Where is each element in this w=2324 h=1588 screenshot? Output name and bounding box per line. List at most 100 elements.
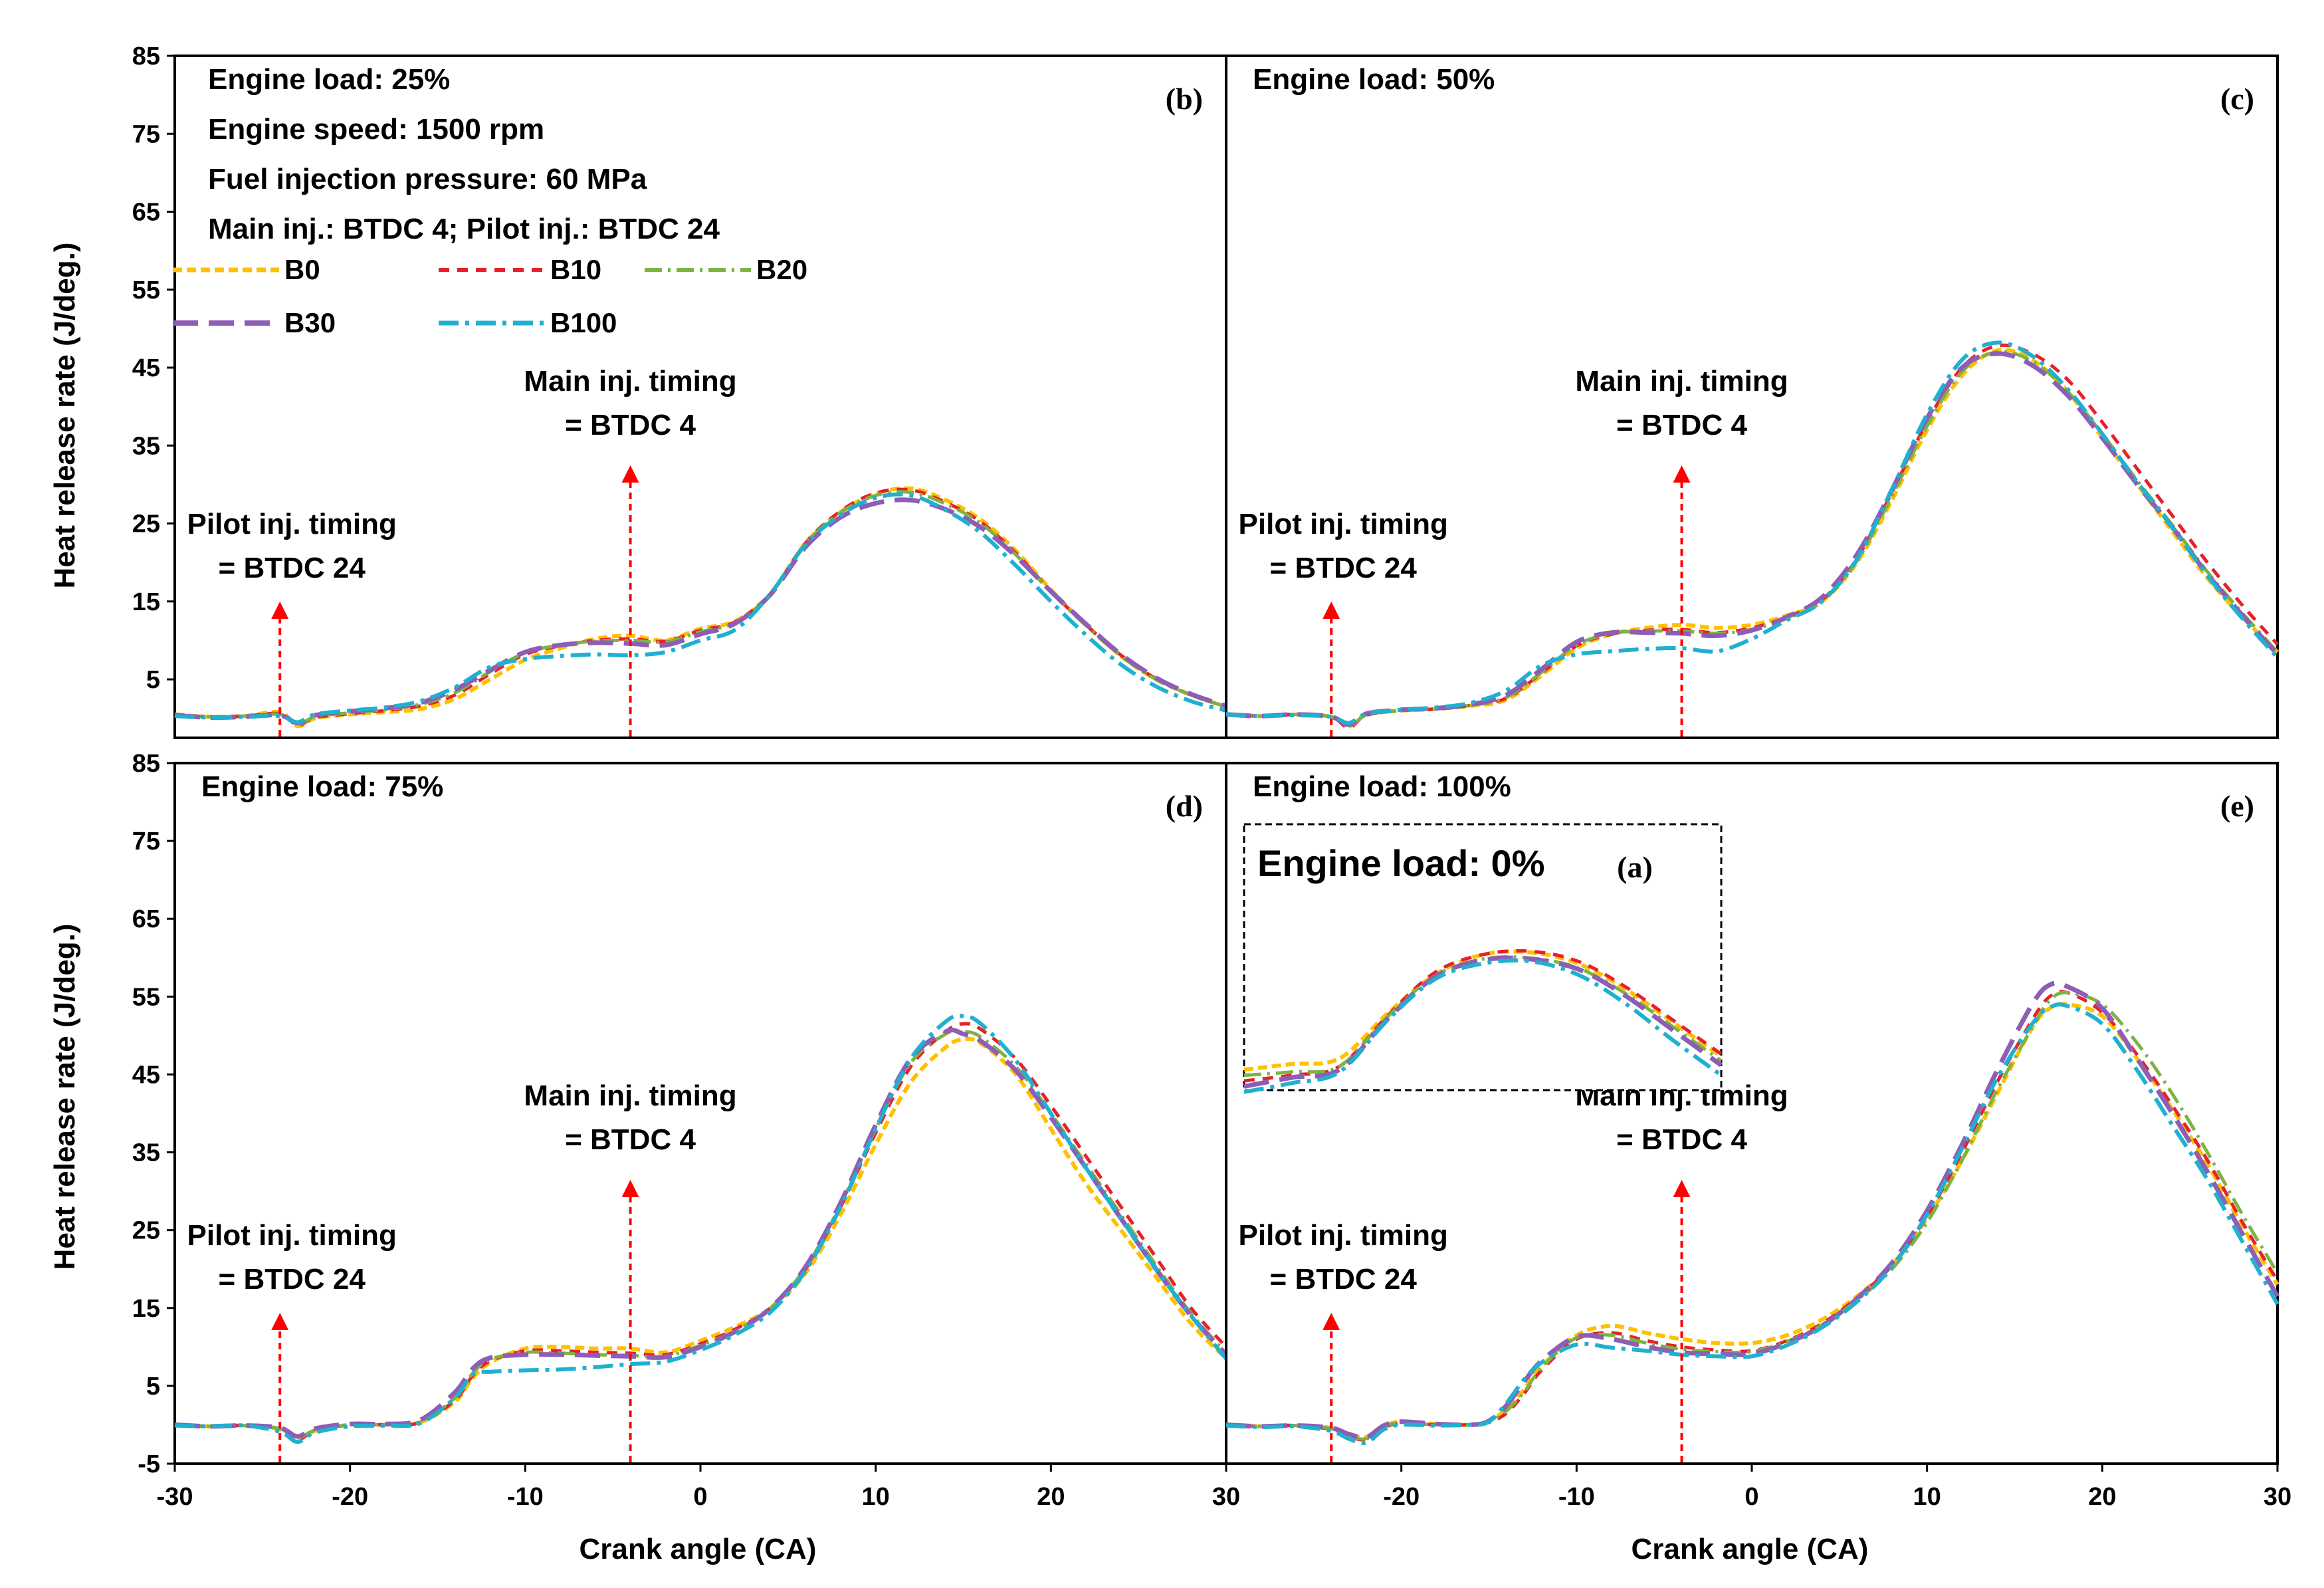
x-tick-label: -10	[1558, 1483, 1595, 1511]
y-tick-label: 85	[132, 750, 160, 778]
x-tick-label: -30	[157, 1483, 193, 1511]
panel-c: Pilot inj. timing = BTDC 24 Main inj. timi…	[1225, 55, 2279, 739]
y-tick-label: 5	[146, 1373, 160, 1401]
main-label-line1: Main inj. timing	[1575, 365, 1788, 397]
plot-frame	[1225, 55, 2279, 739]
info-line: Fuel injection pressure: 60 MPa	[208, 163, 647, 195]
y-tick-label: 5	[146, 666, 160, 694]
y-tick-label: -5	[138, 1450, 160, 1478]
info-line: Engine load: 50%	[1253, 63, 1495, 96]
series-line-b30	[1225, 980, 2280, 1440]
panel-tag: (d)	[1166, 789, 1203, 823]
pilot-arrow-head	[271, 1313, 289, 1330]
y-tick-label: 55	[132, 277, 160, 304]
legend-label-b30: B30	[284, 307, 336, 338]
pilot-label-line1: Pilot inj. timing	[1239, 508, 1448, 540]
x-tick-label: 0	[693, 1483, 707, 1511]
inset-tag: (a)	[1617, 850, 1653, 884]
y-tick-label: 45	[132, 1061, 160, 1089]
panel-tag: (c)	[2220, 82, 2254, 116]
main-label-line2: = BTDC 4	[1616, 1123, 1747, 1156]
y-tick-label: 85	[132, 43, 160, 70]
x-tick-label: -20	[1383, 1483, 1420, 1511]
pilot-label-line2: = BTDC 24	[1270, 552, 1418, 584]
y-tick-label: 25	[132, 1217, 160, 1245]
series-line-b100	[174, 1014, 1228, 1444]
y-tick-label: 15	[132, 588, 160, 616]
y-tick-label: 75	[132, 120, 160, 148]
y-tick-label: 65	[132, 199, 160, 227]
legend-label-b10: B10	[550, 254, 601, 285]
inset-series-b0	[1243, 949, 1723, 1072]
series-line-b30	[174, 1028, 1228, 1439]
pilot-label-line1: Pilot inj. timing	[187, 1219, 397, 1252]
info-line: Engine load: 25%	[208, 63, 450, 96]
series-line-b0	[1225, 1002, 2279, 1440]
main-arrow-head	[1673, 465, 1691, 483]
x-tick-label: 10	[862, 1483, 890, 1511]
y-tick-label: 35	[132, 1139, 160, 1167]
series-line-b0	[174, 1036, 1228, 1441]
y-axis-label-bottom: Heat release rate (J/deg.)	[49, 924, 81, 1270]
y-axis-label: Heat release rate (J/deg.) Heat release …	[49, 243, 81, 1270]
x-axis-label-right: Crank angle (CA)	[1632, 1533, 1869, 1565]
pilot-arrow-head	[271, 602, 289, 619]
legend-label-b0: B0	[284, 254, 320, 285]
main-label-line2: = BTDC 4	[1616, 409, 1747, 441]
series-line-b100	[1225, 340, 2279, 725]
y-tick-label: 65	[132, 905, 160, 933]
panel-tag: (b)	[1166, 82, 1203, 116]
pilot-arrow-head	[1322, 1313, 1340, 1330]
legend-label-b100: B100	[550, 307, 617, 338]
inset-series-b10	[1243, 949, 1723, 1083]
inset-panel-a: Engine load: 0% (a)	[1243, 823, 1723, 1094]
y-tick-label: 35	[132, 432, 160, 460]
y-tick-label: 75	[132, 828, 160, 855]
y-tick-label: 55	[132, 983, 160, 1011]
main-label-line2: = BTDC 4	[565, 1123, 696, 1156]
main-arrow-head	[1673, 1180, 1691, 1197]
main-arrow-head	[621, 465, 639, 483]
pilot-arrow-head	[1322, 602, 1340, 619]
panel-d: 85 75 65 55 45 35 25 15 5 -5 -30 -20 -10 0 10 20 30 Pilot…	[132, 750, 1240, 1511]
x-tick-label: 20	[2088, 1483, 2116, 1511]
panel-b: 85 75 65 55 45 35 25 15 5 Pilot inj. timing = BTDC…	[132, 43, 1227, 739]
x-tick-label: 20	[1037, 1483, 1065, 1511]
series-line-b10	[1225, 990, 2279, 1442]
x-tick-label: 10	[1913, 1483, 1941, 1511]
series-line-b100	[174, 492, 1227, 725]
y-axis-label-top: Heat release rate (J/deg.)	[49, 243, 81, 589]
y-tick-label: 25	[132, 510, 160, 538]
y-tick-label: 45	[132, 354, 160, 382]
main-label-line1: Main inj. timing	[524, 1079, 736, 1112]
pilot-label-line1: Pilot inj. timing	[187, 508, 397, 540]
pilot-label-line2: = BTDC 24	[219, 1263, 366, 1296]
panel-tag: (e)	[2220, 789, 2254, 823]
info-line: Main inj.: BTDC 4; Pilot inj.: BTDC 24	[208, 213, 720, 245]
pilot-label-line2: = BTDC 24	[1270, 1263, 1418, 1296]
info-line: Engine speed: 1500 rpm	[208, 113, 544, 146]
x-axis-label-left: Crank angle (CA)	[580, 1533, 817, 1565]
x-tick-label: -20	[332, 1483, 368, 1511]
pilot-label-line2: = BTDC 24	[219, 552, 366, 584]
inset-frame	[1243, 823, 1723, 1091]
main-label-line2: = BTDC 4	[565, 409, 696, 441]
info-line: Engine load: 100%	[1253, 770, 1511, 803]
y-tick-label: 15	[132, 1295, 160, 1323]
inset-series-b30	[1243, 955, 1723, 1089]
main-arrow-head	[621, 1180, 639, 1197]
pilot-label-line1: Pilot inj. timing	[1239, 1219, 1448, 1252]
info-line: Engine load: 75%	[201, 770, 443, 803]
series-line-b100	[1225, 1002, 2279, 1445]
x-tick-label: 0	[1744, 1483, 1758, 1511]
main-label-line1: Main inj. timing	[524, 365, 736, 397]
inset-title: Engine load: 0%	[1257, 842, 1545, 884]
plot-frame	[173, 762, 1227, 1465]
legend-label-b20: B20	[756, 254, 807, 285]
x-tick-label: 30	[1212, 1483, 1240, 1511]
x-tick-label: -10	[507, 1483, 544, 1511]
inset-series-b100	[1243, 958, 1723, 1094]
x-tick-label: 30	[2264, 1483, 2291, 1511]
